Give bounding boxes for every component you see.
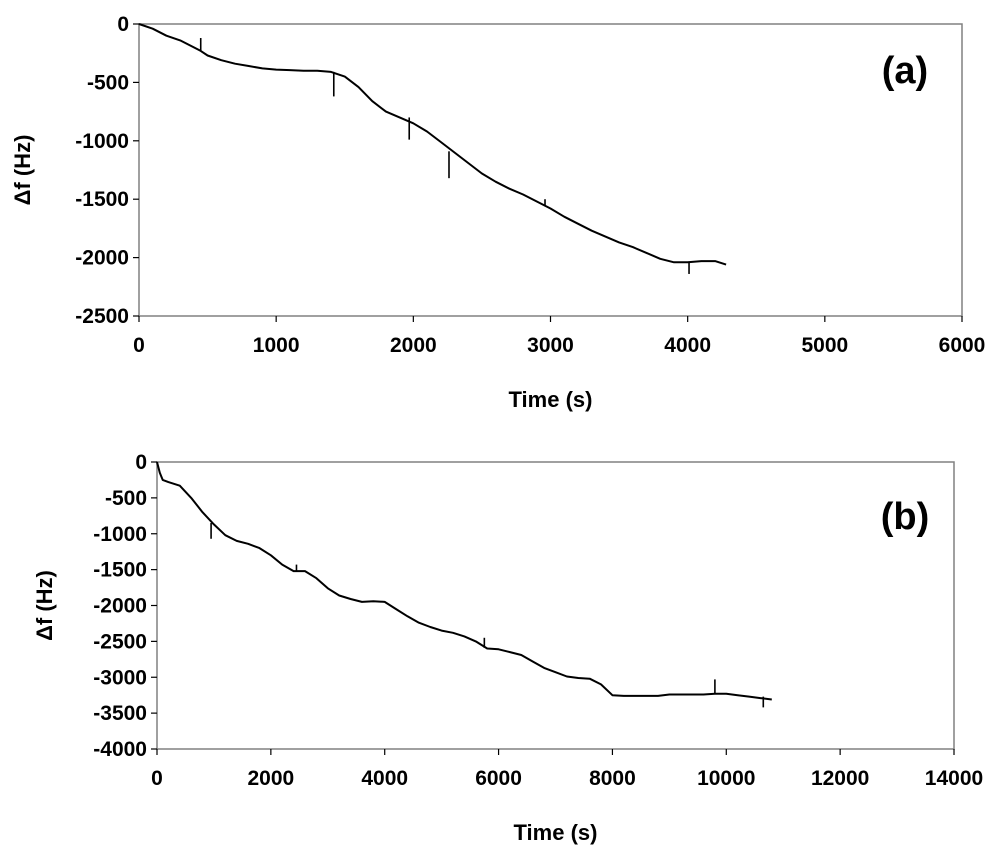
y-tick-label: -3500 xyxy=(93,702,147,725)
y-axis-title: Δf (Hz) xyxy=(32,570,57,641)
x-tick-label: 5000 xyxy=(801,334,848,357)
x-tick-label: 4000 xyxy=(664,334,711,357)
x-tick-label: 0 xyxy=(151,767,163,790)
x-tick-label: 14000 xyxy=(925,767,983,790)
y-tick-label: -2000 xyxy=(93,595,147,618)
y-tick-label: -4000 xyxy=(93,738,147,761)
plot-frame xyxy=(156,461,955,750)
x-tick-label: 10000 xyxy=(697,767,755,790)
y-tick-label: -2500 xyxy=(75,305,129,328)
y-tick-label: -1000 xyxy=(93,523,147,546)
series-line xyxy=(138,23,727,266)
chart-b: 0 -500 -1000 -1500 -2000 -2500 -3000 -3500 -4000… xyxy=(32,451,983,845)
y-tick-label: -2000 xyxy=(75,247,129,270)
y-tick-label: -1000 xyxy=(75,130,129,153)
y-axis-title: Δf (Hz) xyxy=(10,135,35,206)
x-tick-label: 1000 xyxy=(253,334,300,357)
panel-label: (b) xyxy=(881,496,930,538)
y-tick-label: -500 xyxy=(87,71,129,94)
x-tick-label: 12000 xyxy=(811,767,869,790)
x-tick-label: 6000 xyxy=(939,334,986,357)
x-tick-label: 3000 xyxy=(527,334,574,357)
x-tick-label: 6000 xyxy=(475,767,522,790)
y-tick-label: -2500 xyxy=(93,630,147,653)
y-tick-label: -500 xyxy=(105,487,147,510)
x-axis-title: Time (s) xyxy=(514,820,598,845)
y-tick-label: -1500 xyxy=(93,559,147,582)
y-tick-label: 0 xyxy=(135,451,147,474)
x-axis-title: Time (s) xyxy=(509,387,593,412)
panel-label: (a) xyxy=(882,50,928,92)
series-line xyxy=(156,461,772,701)
x-tick-label: 0 xyxy=(133,334,145,357)
x-tick-label: 4000 xyxy=(361,767,408,790)
x-tick-label: 8000 xyxy=(589,767,636,790)
y-tick-label: -3000 xyxy=(93,666,147,689)
y-tick-label: -1500 xyxy=(75,188,129,211)
x-tick-label: 2000 xyxy=(390,334,437,357)
y-tick-label: 0 xyxy=(117,13,129,36)
x-tick-label: 2000 xyxy=(247,767,294,790)
